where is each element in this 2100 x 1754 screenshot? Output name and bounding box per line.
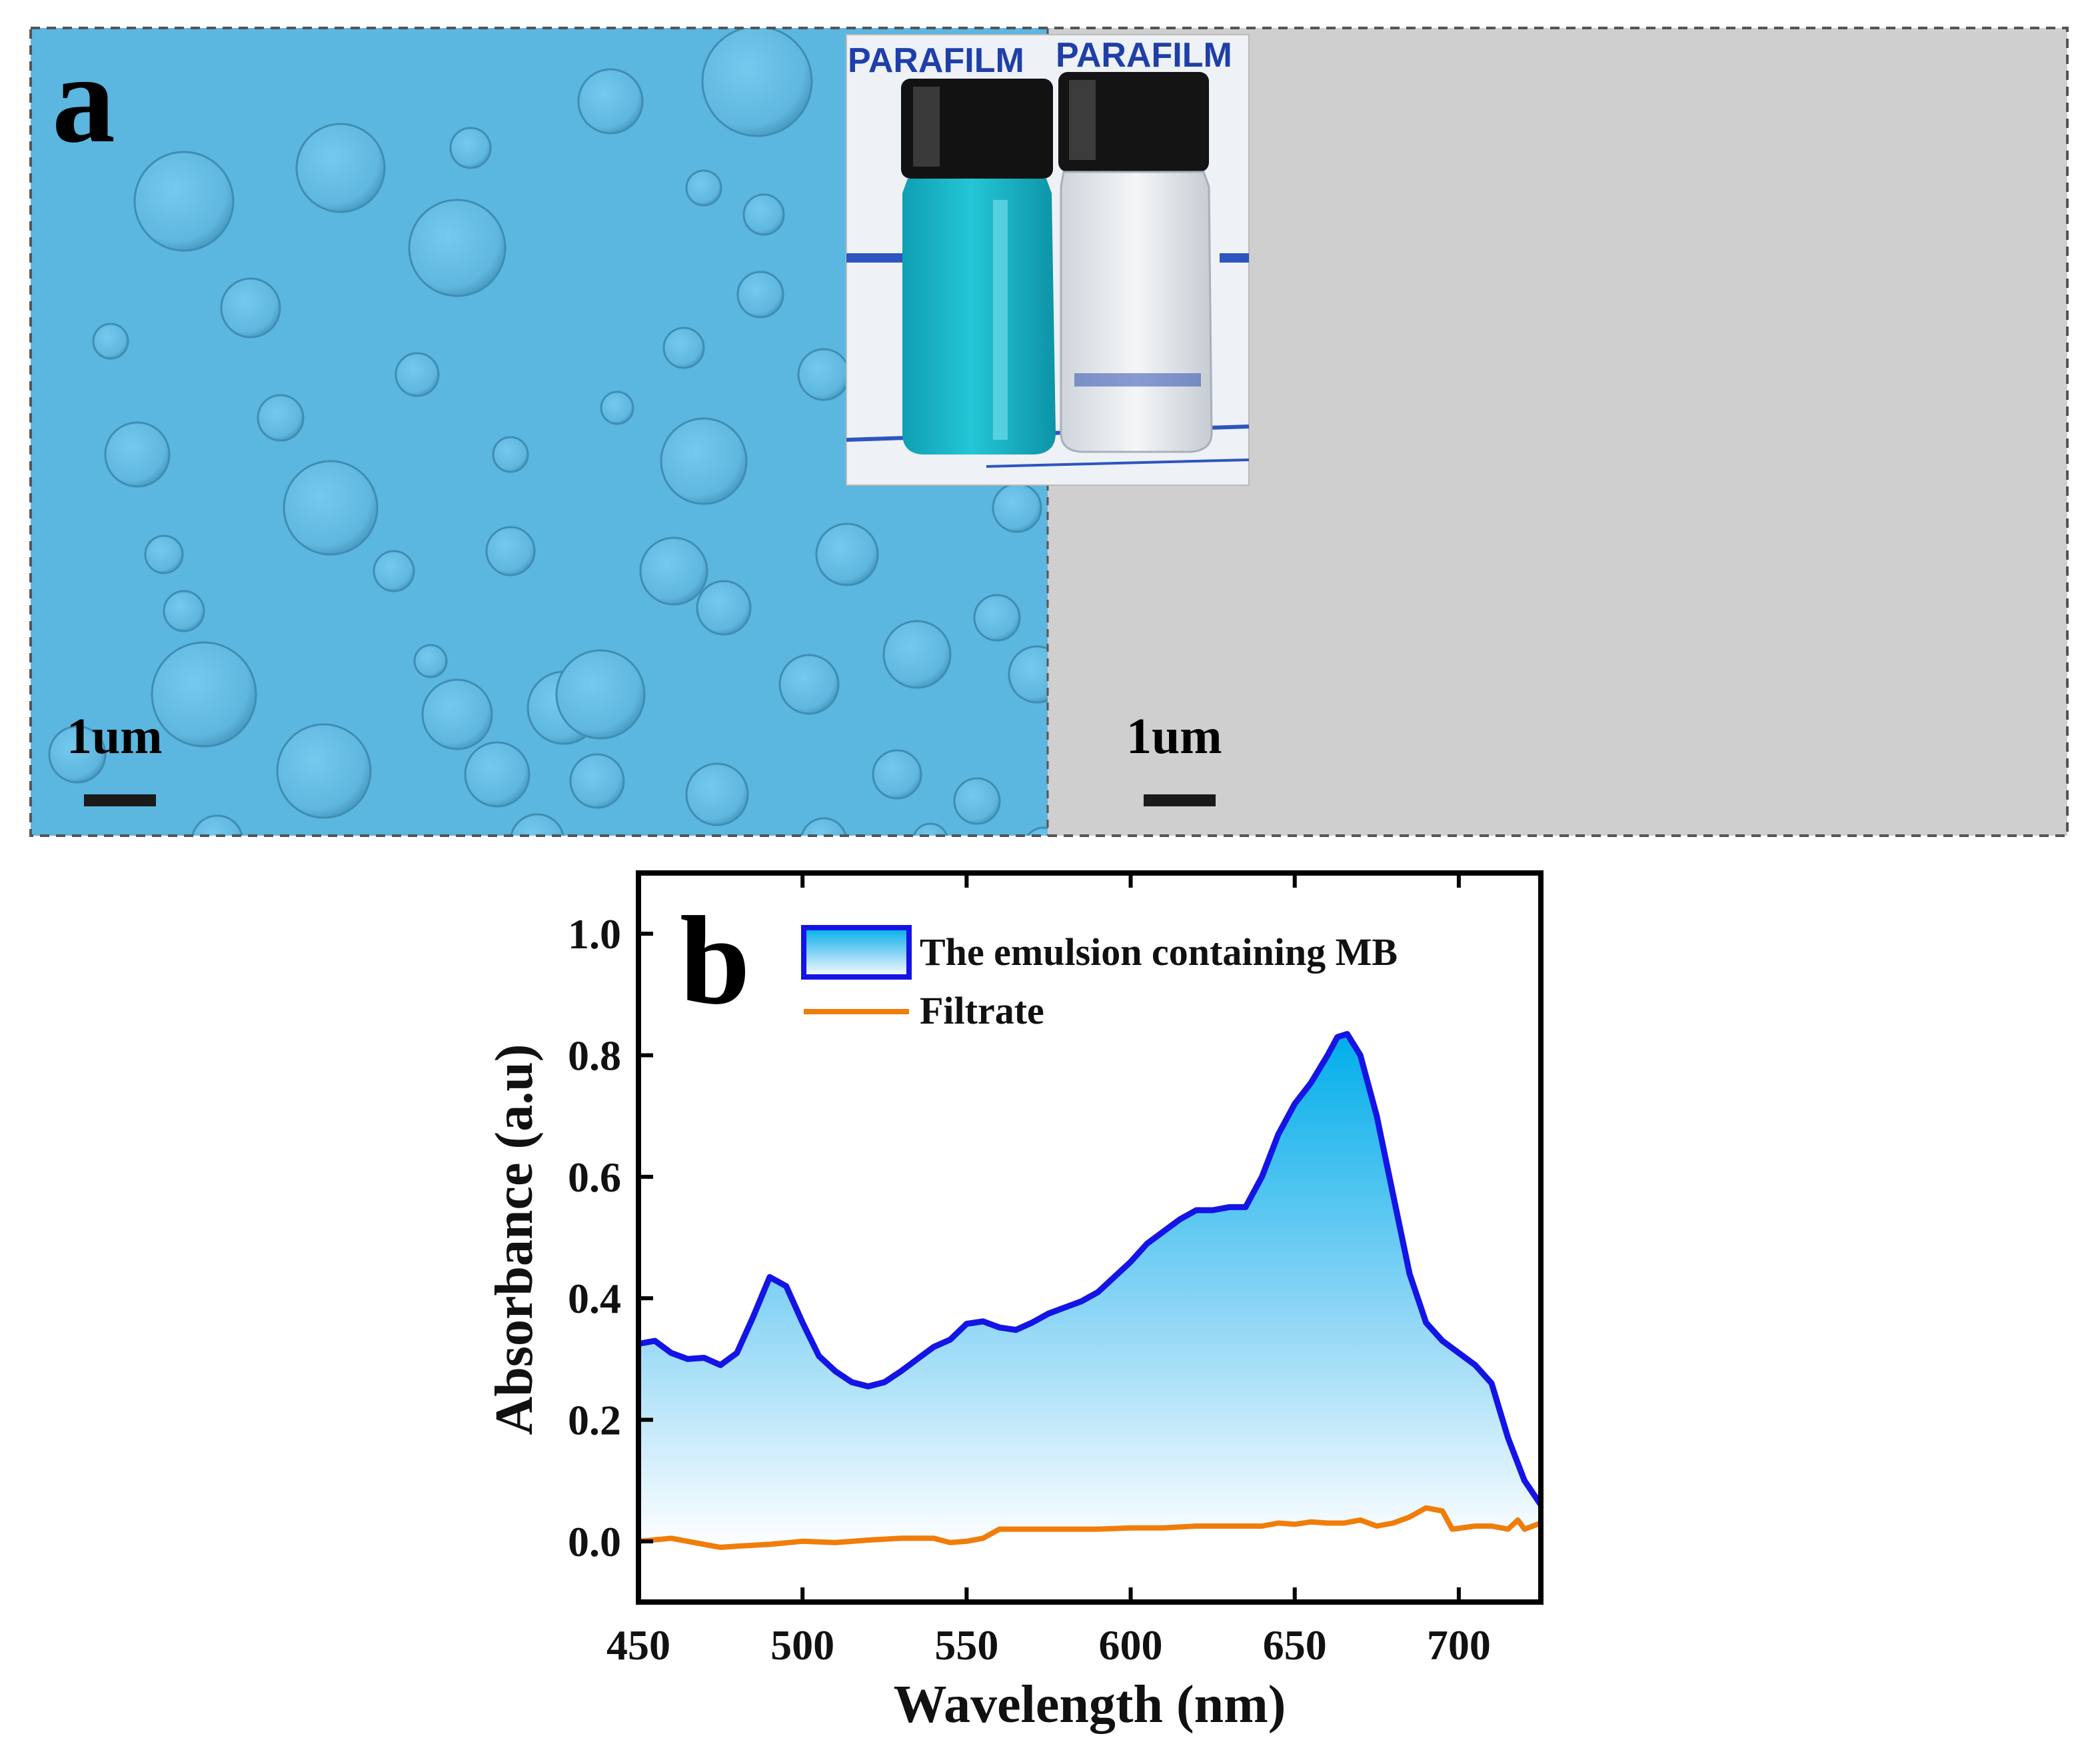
droplet: [191, 814, 243, 836]
y-tick-label: 0.4: [568, 1275, 621, 1322]
vial-filtrate: [1058, 72, 1213, 453]
legend-label-emulsion: The emulsion containing MB: [920, 930, 1398, 974]
droplet: [485, 526, 536, 576]
series-line-emulsion: [638, 1031, 1544, 1507]
x-tick-label: 700: [1427, 1621, 1491, 1669]
droplet: [373, 550, 415, 592]
droplet: [464, 741, 530, 808]
x-tick-label: 500: [770, 1621, 834, 1669]
y-tick-label: 0.8: [568, 1032, 621, 1080]
x-tick-label: 600: [1099, 1621, 1163, 1669]
panel-b: 450 500 550 600 650 700 0.00.20.40.60.81.0 b …: [485, 870, 1544, 1734]
droplet: [882, 620, 952, 689]
droplet: [413, 644, 448, 678]
x-tick-label: 650: [1263, 1621, 1327, 1669]
y-tick-label: 0.0: [568, 1518, 621, 1565]
scale-label-right: 1um: [1126, 708, 1222, 764]
panel-a-frame: [29, 27, 2069, 837]
droplet: [742, 193, 785, 236]
droplet: [660, 417, 748, 505]
droplet: [163, 590, 205, 632]
droplet: [736, 271, 784, 319]
series-line-filtrate: [638, 1505, 1542, 1550]
droplet: [685, 762, 749, 826]
droplet: [257, 394, 305, 442]
droplet: [639, 536, 708, 606]
parafilm-label-right: PARAFILM: [1056, 36, 1232, 75]
y-tick-label: 0.6: [568, 1154, 621, 1201]
y-axis: 0.0 0.2 0.4 0.6 0.8 1.0: [568, 910, 653, 1565]
droplet: [151, 641, 257, 748]
droplet: [815, 522, 879, 586]
droplet: [1026, 826, 1048, 836]
x-axis: 450 500 550 600 650 700: [606, 873, 1491, 1669]
x-tick-label: 550: [934, 1621, 998, 1669]
droplet: [992, 482, 1042, 533]
droplet: [92, 323, 129, 360]
panel-b-letter: b: [680, 891, 750, 1031]
droplet: [421, 678, 493, 750]
droplet: [872, 749, 922, 800]
droplet: [144, 534, 184, 574]
y-tick-label: 0.2: [568, 1397, 621, 1444]
scale-bar-right: [1144, 794, 1216, 806]
panel-a-letter: a: [52, 29, 115, 169]
droplet: [912, 822, 948, 836]
y-tick-label: 1.0: [568, 910, 621, 958]
droplet: [685, 169, 722, 207]
droplet: [662, 327, 705, 369]
droplet: [276, 723, 372, 819]
emulsion-area-fill: [638, 1034, 1541, 1547]
scale-label-left: 1um: [67, 708, 163, 764]
droplet: [577, 68, 644, 135]
droplet: [220, 277, 281, 339]
legend-label-filtrate: Filtrate: [920, 989, 1044, 1032]
parafilm-label-left: PARAFILM: [848, 41, 1024, 80]
droplet: [696, 580, 752, 636]
droplet: [555, 649, 646, 740]
vial-emulsion: [901, 79, 1056, 454]
x-axis-title: Wavelength (nm): [894, 1675, 1286, 1734]
droplet: [778, 654, 840, 715]
plot-frame: [636, 870, 1544, 1605]
droplet: [492, 436, 529, 473]
droplet: [283, 460, 379, 556]
droplet: [104, 421, 171, 488]
droplet: [797, 348, 850, 401]
droplet: [600, 391, 634, 425]
droplet: [295, 123, 386, 213]
scale-bar-left: [84, 794, 156, 806]
droplet: [800, 817, 847, 836]
droplet: [395, 352, 440, 397]
droplet: [449, 127, 492, 169]
droplet: [569, 753, 625, 809]
droplet: [1008, 645, 1048, 704]
droplet: [510, 813, 564, 836]
x-tick-label: 450: [606, 1621, 670, 1669]
droplet: [701, 28, 813, 137]
panel-a: a PARAFILM PARAFILM: [29, 27, 2069, 837]
droplet: [48, 725, 107, 784]
legend-swatch-emulsion: [801, 925, 912, 980]
droplet: [133, 151, 235, 252]
legend: The emulsion containing MB Filtrate: [801, 925, 1398, 1032]
droplet: [953, 777, 1001, 825]
vials-photo: PARAFILM PARAFILM: [846, 34, 1250, 486]
y-axis-title: Absorbance (a.u): [485, 1044, 544, 1435]
droplet-layer: [48, 28, 1048, 836]
droplet: [408, 199, 507, 297]
droplet: [973, 594, 1021, 642]
